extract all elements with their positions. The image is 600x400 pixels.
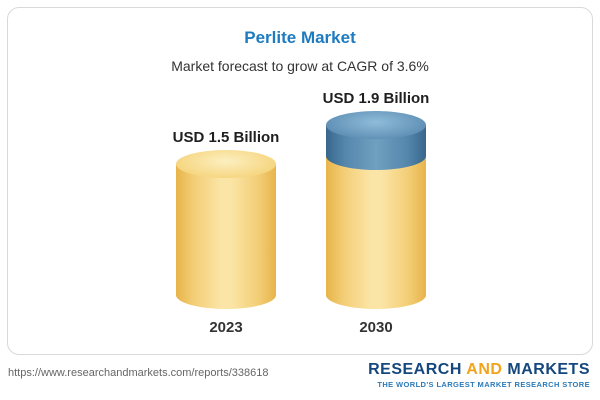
chart-subtitle: Market forecast to grow at CAGR of 3.6% <box>171 58 429 74</box>
bar-2023-cylinder <box>176 149 276 309</box>
bar-2030-cylinder <box>326 110 426 309</box>
bar-2023: USD 1.5 Billion 2023 <box>173 8 280 354</box>
bar-2030-value-label: USD 1.9 Billion <box>322 89 430 107</box>
footer: https://www.researchandmarkets.com/repor… <box>8 361 590 390</box>
bar-2023-year-label: 2023 <box>209 319 243 336</box>
chart-card: Perlite Market Market forecast to grow a… <box>7 7 593 355</box>
bar-2030-top-ellipse <box>326 110 426 139</box>
bar-2023-value-label: USD 1.5 Billion <box>172 128 280 146</box>
logo-word-markets: MARKETS <box>507 361 590 378</box>
logo-word-research: RESEARCH <box>368 361 462 378</box>
bar-2023-top-ellipse <box>176 149 276 178</box>
research-and-markets-logo: RESEARCH AND MARKETS THE WORLD'S LARGEST… <box>368 361 590 390</box>
bar-2030-year-label: 2030 <box>359 319 393 336</box>
logo-wordmark: RESEARCH AND MARKETS <box>368 361 590 379</box>
footer-url: https://www.researchandmarkets.com/repor… <box>8 367 269 379</box>
logo-tagline: THE WORLD'S LARGEST MARKET RESEARCH STOR… <box>377 380 590 390</box>
chart-title: Perlite Market <box>244 28 356 47</box>
logo-word-and: AND <box>466 361 503 378</box>
bar-2030: USD 1.9 Billion 2030 <box>323 8 430 354</box>
